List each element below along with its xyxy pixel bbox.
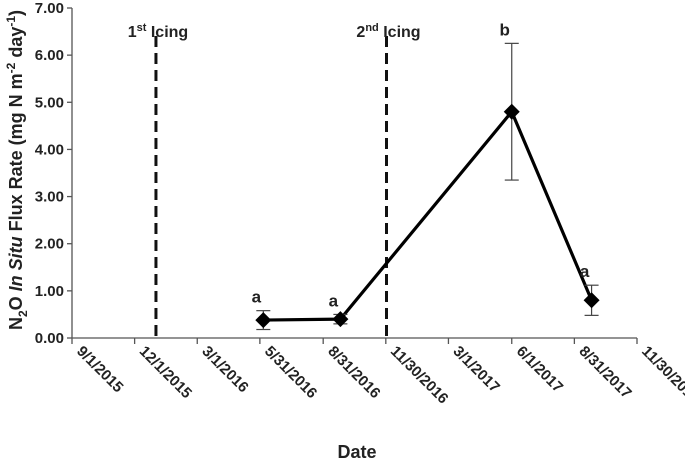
y-tick-label: 2.00	[35, 236, 64, 253]
significance-letter: b	[500, 20, 510, 39]
series-line	[263, 108, 594, 322]
y-tick-label: 5.00	[35, 94, 64, 111]
y-tick-label: 4.00	[35, 141, 64, 158]
data-point	[503, 103, 520, 120]
y-axis-title: N2O In Situ Flux Rate (mg N m-2 day-1)	[4, 10, 30, 330]
y-tick-label: 7.00	[35, 0, 64, 17]
y-tick-label: 0.00	[35, 330, 64, 347]
icing-label: 1st Icing	[128, 22, 188, 41]
data-point	[255, 312, 272, 329]
x-tick-label: 5/31/2016	[261, 343, 320, 402]
x-tick-label: 8/31/2017	[576, 343, 635, 402]
icing-label: 2nd Icing	[356, 22, 420, 41]
y-tick-label: 3.00	[35, 189, 64, 206]
x-tick-label: 8/31/2016	[324, 343, 383, 402]
y-tick-label: 1.00	[35, 283, 64, 300]
x-tick-label: 9/1/2015	[73, 343, 126, 396]
x-tick-label: 12/1/2015	[136, 343, 195, 402]
data-point	[332, 311, 349, 328]
x-tick-label: 6/1/2017	[513, 343, 566, 396]
y-tick-label: 6.00	[35, 47, 64, 64]
x-tick-label: 3/1/2017	[450, 343, 503, 396]
x-axis-title: Date	[337, 442, 376, 462]
significance-letter: a	[580, 262, 590, 281]
x-tick-label: 11/30/2017	[638, 343, 685, 408]
x-tick-label: 11/30/2016	[387, 343, 452, 408]
data-point	[583, 292, 600, 309]
significance-letter: a	[329, 291, 339, 310]
significance-letter: a	[252, 288, 262, 307]
x-tick-label: 3/1/2016	[198, 343, 251, 396]
